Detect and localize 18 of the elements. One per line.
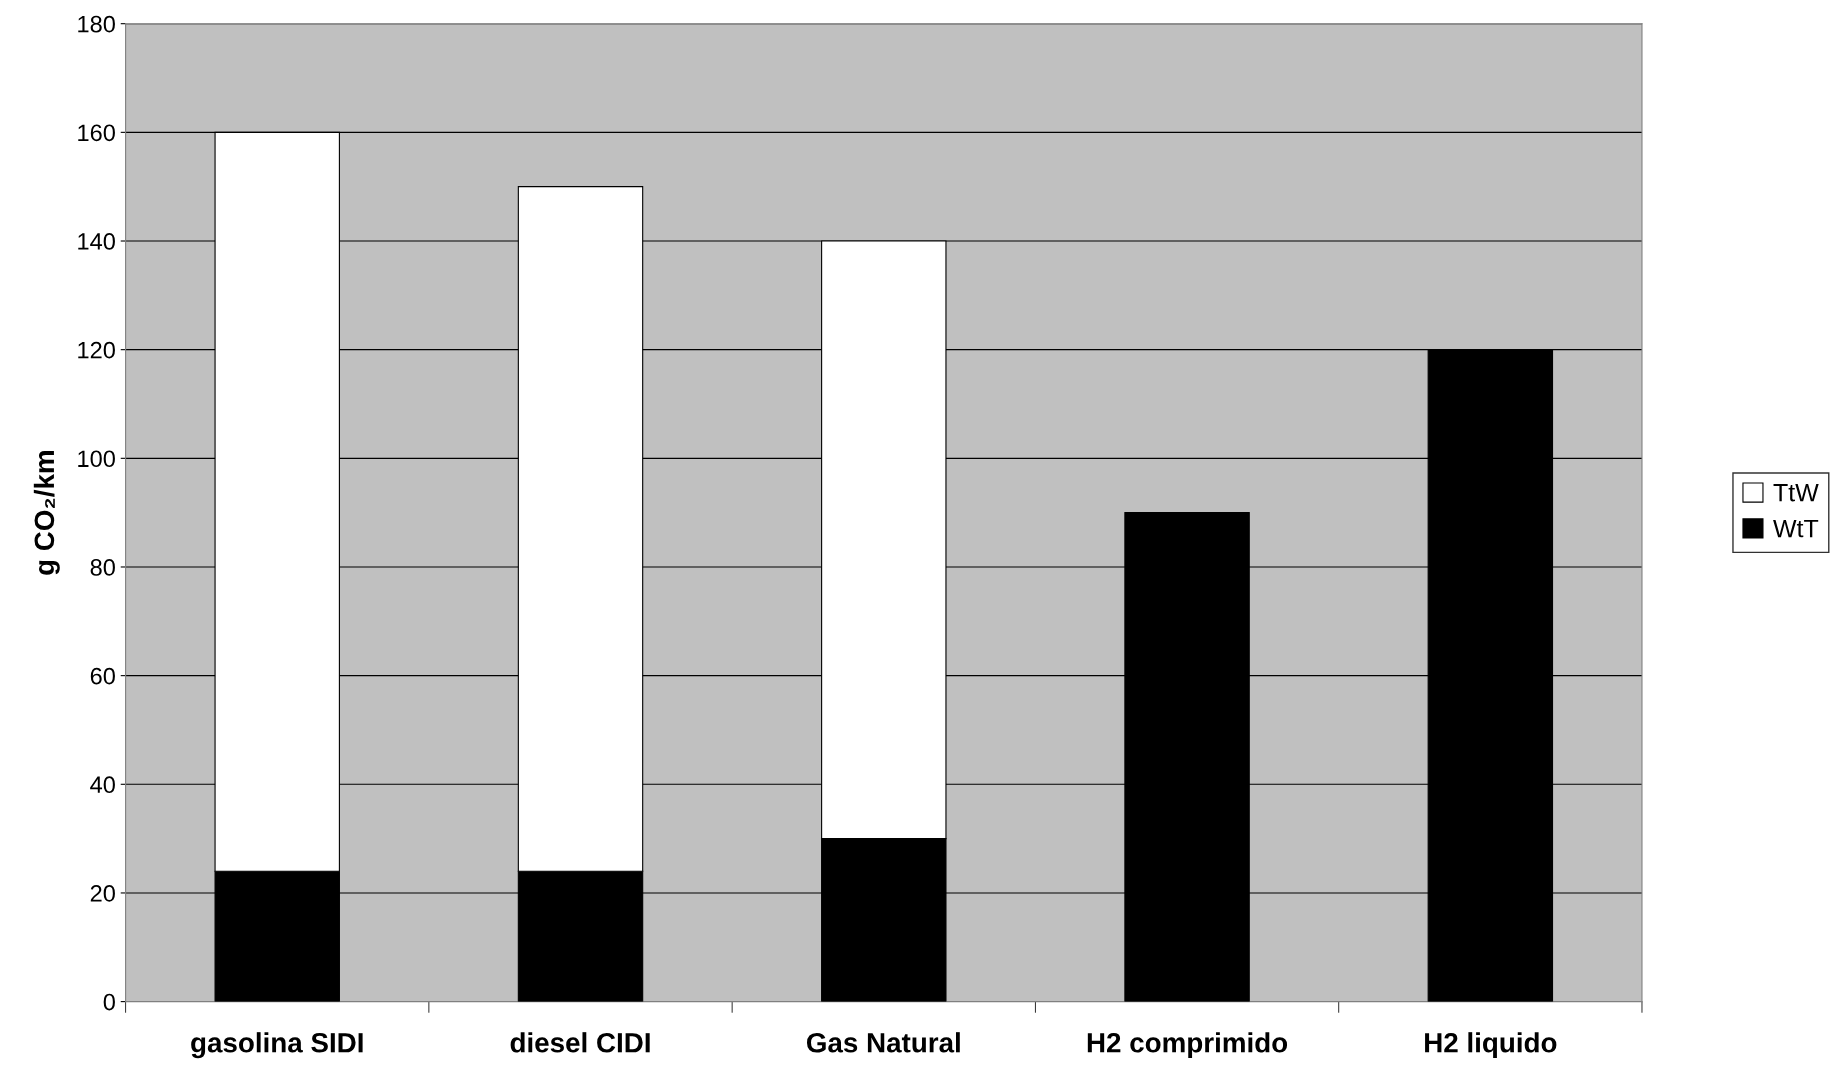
y-tick-label: 180: [78, 15, 115, 33]
x-tick-label: Gas Natural: [806, 1032, 960, 1053]
y-tick-label: 80: [90, 559, 115, 576]
x-tick-label: H2 liquido: [1425, 1032, 1557, 1059]
y-tick-label: 160: [78, 124, 115, 142]
x-tick-label: H2 comprimido: [1087, 1032, 1288, 1059]
y-tick-label: 100: [78, 450, 115, 468]
x-tick-label: diesel CIDI: [510, 1032, 650, 1053]
legend-label: TtW: [1773, 484, 1819, 502]
y-axis-title: g CO₂/km: [33, 451, 60, 575]
y-tick-label: 140: [78, 233, 115, 250]
y-tick-label: 120: [78, 341, 115, 359]
y-tick-label: 0: [103, 993, 115, 1011]
x-tick-label: gasolina SIDI: [191, 1032, 363, 1059]
y-tick-label: 40: [90, 776, 115, 794]
legend-label: WtT: [1773, 519, 1819, 538]
y-tick-label: 20: [90, 885, 115, 902]
y-tick-label: 60: [90, 667, 115, 685]
